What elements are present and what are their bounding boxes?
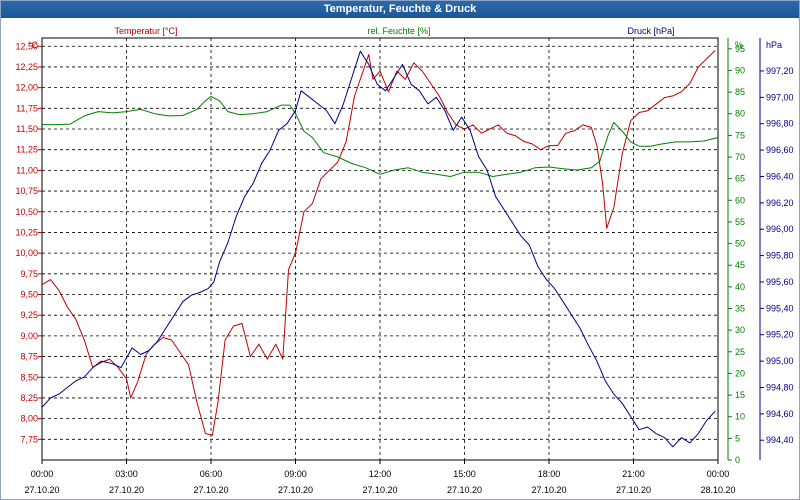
humidity-tick-label: 45 bbox=[735, 260, 745, 270]
humidity-tick-label: 65 bbox=[735, 174, 745, 184]
pressure-tick-label: 995,60 bbox=[766, 277, 794, 287]
humidity-unit-label: % bbox=[735, 40, 743, 50]
x-tick-date-label: 27.10.20 bbox=[24, 485, 59, 495]
x-tick-time-label: 09:00 bbox=[284, 469, 307, 479]
humidity-tick-label: 20 bbox=[735, 368, 745, 378]
x-tick-time-label: 03:00 bbox=[115, 469, 138, 479]
pressure-tick-label: 995,40 bbox=[766, 303, 794, 313]
humidity-tick-label: 35 bbox=[735, 304, 745, 314]
legend-temperature: Temperatur [°C] bbox=[114, 26, 177, 36]
x-tick-time-label: 18:00 bbox=[538, 469, 561, 479]
humidity-tick-label: 15 bbox=[735, 390, 745, 400]
y-left-tick-label: 10,00 bbox=[15, 248, 38, 258]
pressure-tick-label: 994,40 bbox=[766, 435, 794, 445]
x-tick-date-label: 27.10.20 bbox=[193, 485, 228, 495]
humidity-tick-label: 95 bbox=[735, 44, 745, 54]
humidity-tick-label: 25 bbox=[735, 347, 745, 357]
y-left-tick-label: 10,25 bbox=[15, 227, 38, 237]
humidity-tick-label: 40 bbox=[735, 282, 745, 292]
y-left-tick-label: 11,75 bbox=[16, 103, 38, 113]
y-left-tick-label: 8,25 bbox=[20, 393, 38, 403]
x-tick-date-label: 27.10.20 bbox=[109, 485, 144, 495]
pressure-tick-label: 996,40 bbox=[766, 171, 794, 181]
y-left-tick-label: 10,50 bbox=[15, 207, 38, 217]
y-left-tick-label: 8,00 bbox=[20, 414, 38, 424]
x-tick-date-label: 27.10.20 bbox=[531, 485, 566, 495]
pressure-tick-label: 994,60 bbox=[766, 409, 794, 419]
humidity-series-line bbox=[42, 95, 719, 177]
y-left-tick-label: 12,50 bbox=[15, 41, 38, 51]
humidity-tick-label: 85 bbox=[735, 87, 745, 97]
x-tick-date-label: 27.10.20 bbox=[362, 485, 397, 495]
x-tick-time-label: 15:00 bbox=[453, 469, 476, 479]
legend-pressure: Druck [hPa] bbox=[627, 26, 674, 36]
y-left-tick-label: 11,50 bbox=[16, 124, 38, 134]
pressure-tick-label: 996,80 bbox=[766, 119, 794, 129]
x-tick-date-label: 28.10.20 bbox=[700, 485, 735, 495]
x-tick-time-label: 21:00 bbox=[622, 469, 645, 479]
pressure-tick-label: 997,20 bbox=[766, 66, 794, 76]
humidity-tick-label: 90 bbox=[735, 65, 745, 75]
x-tick-date-label: 27.10.20 bbox=[616, 485, 651, 495]
pressure-tick-label: 996,20 bbox=[766, 198, 794, 208]
pressure-series-line bbox=[41, 50, 716, 448]
y-left-tick-label: 8,50 bbox=[20, 372, 38, 382]
x-tick-date-label: 27.10.20 bbox=[447, 485, 482, 495]
window-title: Temperatur, Feuchte & Druck bbox=[1, 1, 799, 18]
x-tick-date-label: 27.10.20 bbox=[278, 485, 313, 495]
y-left-tick-label: 9,00 bbox=[20, 331, 38, 341]
y-left-tick-label: 11,00 bbox=[16, 165, 38, 175]
pressure-tick-label: 995,80 bbox=[766, 251, 794, 261]
y-left-tick-label: 11,25 bbox=[16, 145, 38, 155]
humidity-tick-label: 50 bbox=[735, 239, 745, 249]
humidity-tick-label: 70 bbox=[735, 152, 745, 162]
humidity-tick-label: 30 bbox=[735, 325, 745, 335]
y-left-tick-label: 8,75 bbox=[20, 352, 38, 362]
pressure-tick-label: 995,00 bbox=[766, 356, 794, 366]
pressure-tick-label: 995,20 bbox=[766, 330, 794, 340]
y-left-tick-label: 9,50 bbox=[20, 290, 38, 300]
y-left-tick-label: 12,00 bbox=[15, 83, 38, 93]
x-tick-time-label: 00:00 bbox=[707, 469, 730, 479]
pressure-tick-label: 997,00 bbox=[766, 92, 794, 102]
humidity-tick-label: 0 bbox=[735, 455, 740, 465]
pressure-tick-label: 996,00 bbox=[766, 224, 794, 234]
humidity-tick-label: 80 bbox=[735, 109, 745, 119]
pressure-unit-label: hPa bbox=[766, 40, 782, 50]
x-tick-time-label: 06:00 bbox=[200, 469, 223, 479]
y-left-tick-label: 7,75 bbox=[20, 434, 38, 444]
pressure-tick-label: 996,60 bbox=[766, 145, 794, 155]
pressure-tick-label: 994,80 bbox=[766, 382, 794, 392]
y-left-tick-label: 12,25 bbox=[15, 62, 38, 72]
y-left-unit-label: °C bbox=[28, 40, 39, 50]
humidity-tick-label: 60 bbox=[735, 195, 745, 205]
x-tick-time-label: 12:00 bbox=[369, 469, 392, 479]
humidity-tick-label: 10 bbox=[735, 412, 745, 422]
humidity-tick-label: 75 bbox=[735, 130, 745, 140]
y-left-tick-label: 10,75 bbox=[15, 186, 38, 196]
humidity-tick-label: 5 bbox=[735, 433, 740, 443]
legend-humidity: rel. Feuchte [%] bbox=[367, 26, 430, 36]
y-left-tick-label: 9,25 bbox=[20, 310, 38, 320]
y-left-tick-label: 9,75 bbox=[20, 269, 38, 279]
x-tick-time-label: 00:00 bbox=[31, 469, 54, 479]
humidity-tick-label: 55 bbox=[735, 217, 745, 227]
